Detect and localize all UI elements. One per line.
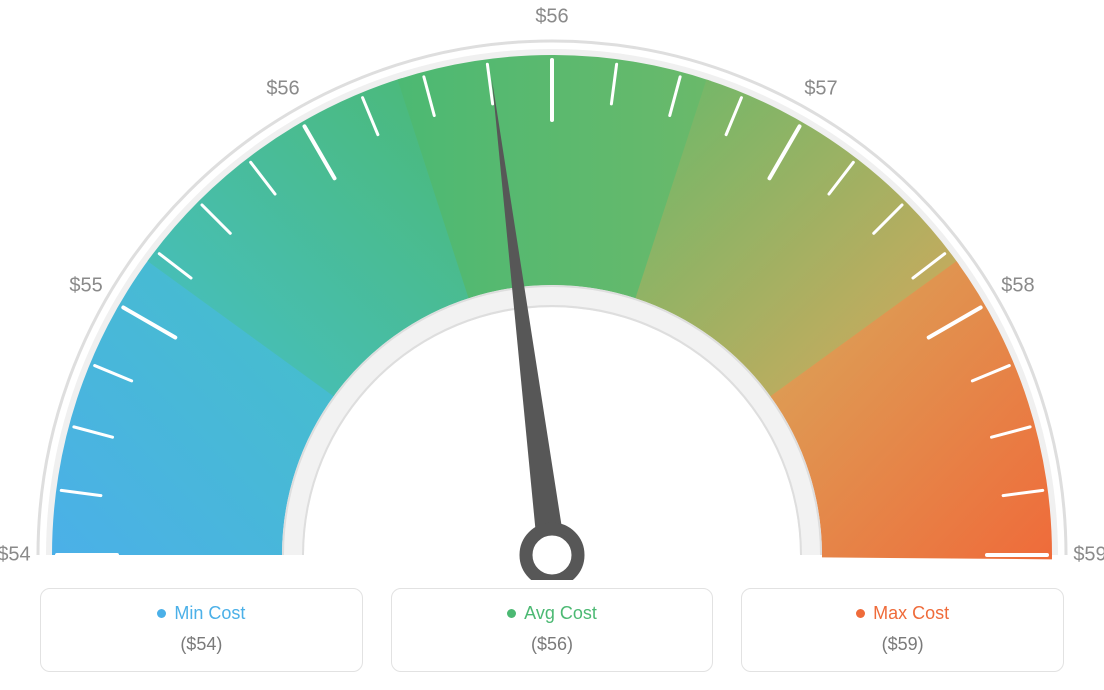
- gauge-tick-label: $58: [1001, 275, 1034, 298]
- legend-row: Min Cost ($54) Avg Cost ($56) Max Cost (…: [40, 588, 1064, 672]
- legend-value-min: ($54): [41, 634, 362, 655]
- gauge-tick-label: $59: [1073, 544, 1104, 567]
- legend-card-max: Max Cost ($59): [741, 588, 1064, 672]
- cost-gauge-chart: $54 $55 $56 $56 $57 $58 $59: [0, 0, 1104, 580]
- gauge-svg: [0, 0, 1104, 580]
- legend-label-min: Min Cost: [174, 603, 245, 624]
- legend-dot-min: [157, 609, 166, 618]
- legend-card-avg: Avg Cost ($56): [391, 588, 714, 672]
- legend-dot-max: [856, 609, 865, 618]
- gauge-tick-label: $56: [266, 78, 299, 101]
- legend-value-avg: ($56): [392, 634, 713, 655]
- legend-label-max: Max Cost: [873, 603, 949, 624]
- gauge-tick-label: $56: [535, 6, 568, 29]
- legend-dot-avg: [507, 609, 516, 618]
- gauge-tick-label: $57: [804, 78, 837, 101]
- legend-label-avg: Avg Cost: [524, 603, 597, 624]
- gauge-tick-label: $55: [69, 275, 102, 298]
- legend-value-max: ($59): [742, 634, 1063, 655]
- legend-card-min: Min Cost ($54): [40, 588, 363, 672]
- gauge-tick-label: $54: [0, 544, 31, 567]
